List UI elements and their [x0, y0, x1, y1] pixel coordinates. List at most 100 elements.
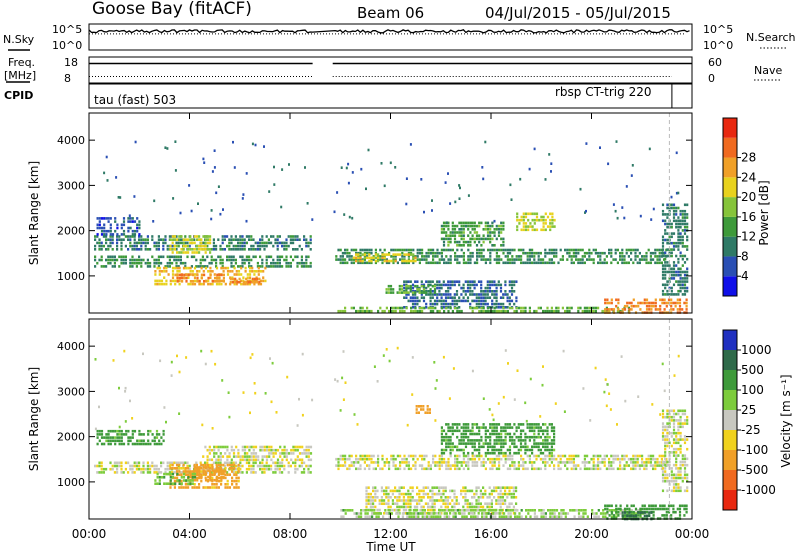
heatmap-cell — [133, 442, 137, 446]
heatmap-cell — [468, 489, 471, 493]
heatmap-cell — [613, 509, 616, 512]
heatmap-cell — [140, 248, 143, 251]
heatmap-cell — [568, 457, 571, 461]
heatmap-cell — [298, 458, 302, 462]
heatmap-cell — [361, 259, 364, 263]
heatmap-cell — [440, 486, 443, 489]
heatmap-cell — [151, 439, 154, 443]
heatmap-cell — [135, 241, 138, 245]
heatmap-cell — [187, 473, 190, 476]
heatmap-cell — [259, 255, 262, 259]
heatmap-cell — [464, 445, 468, 449]
heatmap-cell — [418, 502, 421, 505]
heatmap-cell — [100, 255, 103, 259]
heatmap-cell — [548, 457, 551, 461]
heatmap-cell — [415, 405, 418, 408]
heatmap-cell — [109, 223, 112, 227]
heatmap-cell — [675, 264, 678, 267]
heatmap-cell — [606, 301, 609, 305]
heatmap-cell — [555, 509, 559, 512]
heatmap-cell — [661, 301, 664, 305]
heatmap-cell — [614, 454, 617, 458]
heatmap-cell — [392, 306, 395, 310]
heatmap-cell — [561, 258, 564, 261]
heatmap-cell — [458, 439, 461, 442]
heatmap-cell — [482, 299, 485, 303]
heatmap-cell — [231, 280, 235, 284]
heatmap-cell — [489, 432, 492, 436]
heatmap-cell — [307, 265, 310, 268]
heatmap-cell — [507, 515, 510, 518]
heatmap-cell — [421, 467, 424, 471]
heatmap-cell — [433, 291, 437, 294]
heatmap-cell — [427, 255, 430, 258]
heatmap-cell — [178, 482, 181, 485]
heatmap-cell — [206, 265, 209, 268]
heatmap-cell — [246, 282, 249, 286]
heatmap-cell — [480, 258, 483, 261]
heatmap-cell — [235, 455, 238, 458]
heatmap-cell — [497, 442, 501, 445]
heatmap-cell — [540, 228, 543, 232]
heatmap-cell — [524, 451, 527, 455]
heatmap-cell — [677, 206, 680, 210]
heatmap-cell — [502, 251, 505, 255]
heatmap-cell — [359, 261, 362, 265]
heatmap-cell — [670, 289, 673, 293]
heatmap-cell — [204, 445, 207, 449]
heatmap-cell — [533, 429, 536, 433]
heatmap-cell — [407, 505, 410, 509]
heatmap-cell — [138, 233, 141, 236]
heatmap-cell — [467, 224, 470, 228]
heatmap-cell — [630, 467, 633, 471]
heatmap-cell — [283, 464, 286, 468]
heatmap-cell — [471, 442, 474, 445]
heatmap-cell — [200, 241, 203, 245]
heatmap-cell — [442, 429, 446, 433]
heatmap-cell — [427, 290, 430, 293]
heatmap-cell — [294, 458, 297, 462]
heatmap-cell — [272, 265, 275, 268]
heatmap-cell — [458, 467, 461, 471]
heatmap-cell — [505, 515, 508, 518]
heatmap-cell — [409, 505, 412, 509]
heatmap-cell — [414, 454, 417, 458]
heatmap-cell — [495, 439, 498, 442]
heatmap-cell — [296, 455, 299, 458]
heatmap-cell — [454, 457, 457, 461]
heatmap-cell — [272, 448, 275, 452]
heatmap-cell — [516, 228, 519, 232]
heatmap-cell — [307, 241, 310, 245]
heatmap-cell — [274, 461, 277, 465]
heatmap-cell — [471, 237, 474, 241]
heatmap-cell — [283, 452, 286, 455]
heatmap-cell — [261, 261, 264, 265]
heatmap-cell — [477, 505, 480, 509]
heatmap-cell — [475, 489, 478, 493]
heatmap-cell — [178, 273, 181, 277]
heatmap-cell — [196, 472, 199, 476]
heatmap-cell — [162, 238, 165, 241]
heatmap-cell — [645, 255, 648, 258]
heatmap-cell — [411, 499, 414, 502]
heatmap-cell — [211, 170, 214, 173]
heatmap-cell — [531, 445, 534, 449]
heatmap-cell — [427, 486, 430, 489]
heatmap-cell — [124, 467, 127, 471]
heatmap-cell — [131, 229, 134, 233]
heatmap-cell — [133, 429, 137, 433]
heatmap-cell — [553, 448, 556, 452]
y-tick-label: 2000 — [57, 225, 85, 238]
heatmap-cell — [500, 439, 503, 442]
heatmap-cell — [131, 255, 134, 259]
heatmap-cell — [513, 461, 516, 464]
heatmap-cell — [495, 293, 498, 296]
heatmap-cell — [679, 254, 682, 258]
heatmap-cell — [500, 309, 503, 313]
heatmap-cell — [533, 439, 536, 442]
heatmap-cell — [138, 223, 141, 227]
heatmap-cell — [414, 464, 417, 467]
heatmap-cell — [668, 235, 671, 239]
heatmap-cell — [187, 467, 190, 470]
heatmap-cell — [432, 457, 435, 461]
